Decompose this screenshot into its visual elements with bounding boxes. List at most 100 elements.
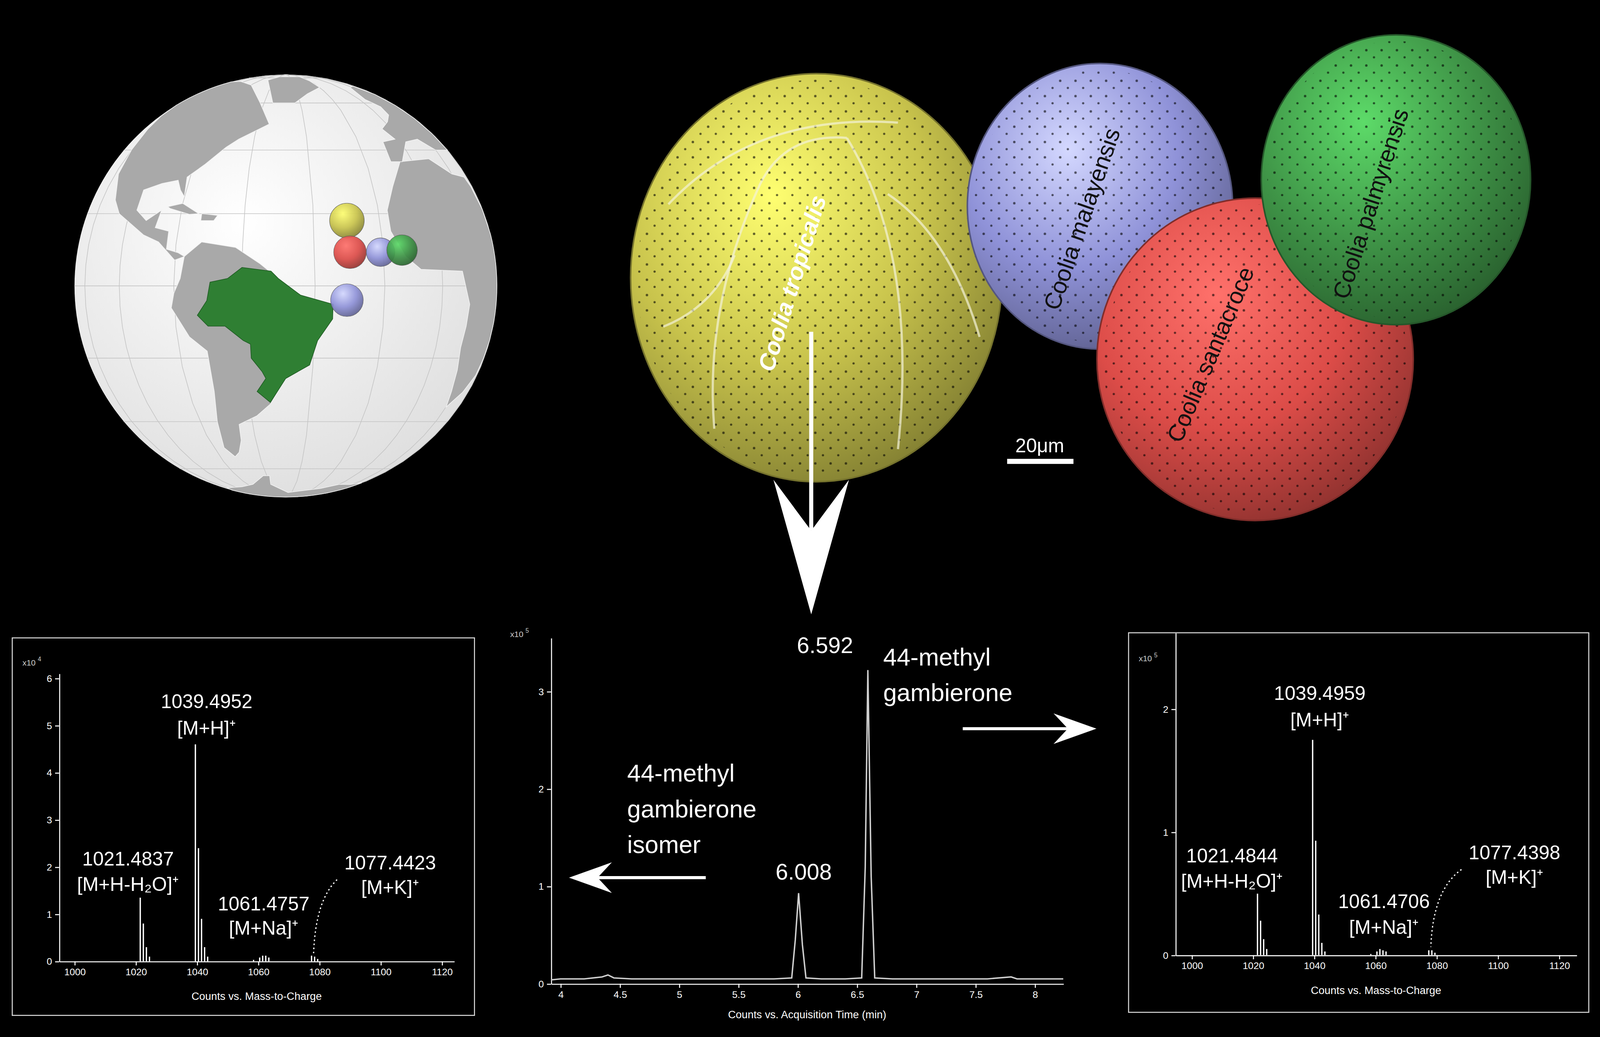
tick-mark xyxy=(1171,708,1176,711)
axis: 0123456 xyxy=(46,673,60,968)
x-axis-title: Counts vs. Mass-to-Charge xyxy=(191,990,322,1003)
peak xyxy=(1385,951,1387,956)
tick-label: 5 xyxy=(676,989,683,1000)
land xyxy=(171,241,334,457)
annotation-ion: [M+H]⁺ xyxy=(177,717,237,740)
brazil xyxy=(197,267,333,403)
tick-label: 1060 xyxy=(1365,960,1387,972)
tick-label: 1080 xyxy=(308,966,331,978)
tick-mark xyxy=(55,772,59,774)
tick-mark xyxy=(738,983,740,988)
tick-mark xyxy=(55,914,59,916)
tick-label: 6.5 xyxy=(850,989,865,1000)
tick: 6 xyxy=(46,673,59,684)
y-scale-exponent: 5 xyxy=(525,627,529,634)
tick: 4 xyxy=(46,767,59,779)
tick-mark xyxy=(1171,955,1176,957)
tick-label: 6 xyxy=(795,989,801,1000)
y-scale-exponent: 4 xyxy=(37,655,42,663)
arrow xyxy=(962,713,1097,744)
arrow-head xyxy=(569,862,613,893)
suture xyxy=(712,137,848,429)
tick-mark xyxy=(1253,955,1255,960)
cell: Coolia palmyrensis xyxy=(1261,34,1531,325)
chart: 44.555.566.577.580123x105Counts vs. Acqu… xyxy=(510,627,1064,1021)
scale-bar-label: 20μm xyxy=(1015,434,1065,457)
leader xyxy=(313,879,338,954)
peak xyxy=(262,955,264,962)
peak-label: 6.008 xyxy=(775,859,833,885)
annotation-ion: [M+Na]⁺ xyxy=(228,917,299,940)
tick-label: 1100 xyxy=(1487,960,1509,972)
axis: 1000102010401060108011001120 xyxy=(59,961,455,978)
location-marker xyxy=(330,283,364,317)
peak xyxy=(1257,893,1259,956)
tick: 0 xyxy=(538,978,552,990)
compound-label: 44-methylgambieroneisomer xyxy=(627,759,757,859)
tick-label: 4 xyxy=(558,989,564,1000)
tick: 1040 xyxy=(186,961,209,978)
tick-mark xyxy=(441,961,443,966)
y-scale-label: x10 xyxy=(1138,653,1152,663)
graticule xyxy=(74,74,497,497)
tick: 1100 xyxy=(370,961,392,978)
tick-label: 1000 xyxy=(64,966,86,978)
tick-label: 0 xyxy=(538,978,545,990)
peak xyxy=(200,919,202,962)
tick: 1080 xyxy=(308,961,331,978)
tick-label: 1000 xyxy=(1181,960,1204,972)
peak xyxy=(207,956,209,962)
compound-label: 44-methylgambierone xyxy=(883,643,1013,707)
tick-label: 1060 xyxy=(248,966,270,978)
annotation-ion: [M+K]⁺ xyxy=(361,876,420,899)
tick-label: 3 xyxy=(46,814,52,826)
axis-line xyxy=(1175,633,1177,956)
peak xyxy=(265,955,267,962)
frame xyxy=(12,637,475,1016)
tick-mark xyxy=(1314,955,1316,960)
tick: 1080 xyxy=(1426,955,1449,972)
axis: 012 xyxy=(1162,633,1176,961)
y-scale-label: x10 xyxy=(510,629,524,639)
frame xyxy=(1128,632,1589,1013)
compound-label-line: isomer xyxy=(627,830,701,859)
peak xyxy=(194,744,197,962)
suture xyxy=(668,121,899,205)
tick-mark xyxy=(55,867,59,869)
cell-label: Coolia tropicalis xyxy=(753,192,832,375)
tick-label: 7.5 xyxy=(969,989,983,1000)
tick: 4.5 xyxy=(613,983,627,1000)
y-scale-label: x10 xyxy=(22,658,36,668)
peak xyxy=(267,957,270,962)
tick-label: 1 xyxy=(1162,827,1169,838)
tick: 3 xyxy=(538,686,552,698)
peak xyxy=(142,923,144,962)
leader xyxy=(1430,869,1462,948)
tick: 1000 xyxy=(1181,955,1204,972)
arrow-shaft xyxy=(962,727,1068,731)
tick: 1 xyxy=(1162,827,1176,838)
annotation-ion: [M+K]⁺ xyxy=(1485,866,1544,889)
tick: 1120 xyxy=(432,961,453,978)
cell: Coolia tropicalis xyxy=(630,73,1002,483)
tick-label: 1040 xyxy=(186,966,209,978)
globe xyxy=(74,74,497,497)
tick-mark xyxy=(380,961,382,966)
tick: 0 xyxy=(46,956,59,967)
tick-label: 1 xyxy=(46,909,52,920)
arrow-head xyxy=(773,479,849,615)
tick-mark xyxy=(1191,955,1193,960)
tick-mark xyxy=(55,678,59,680)
x-axis-title: Counts vs. Mass-to-Charge xyxy=(1310,984,1442,997)
peak xyxy=(1370,953,1372,956)
tick-mark xyxy=(74,961,76,966)
tick: 7 xyxy=(914,983,920,1000)
tick-label: 6 xyxy=(46,673,52,684)
tick-mark xyxy=(319,961,321,966)
compound-label-line: gambierone xyxy=(627,795,757,823)
axis: 44.555.566.577.58 xyxy=(551,983,1064,1000)
peak xyxy=(1259,920,1261,956)
cell-label: Coolia malayensis xyxy=(1038,124,1126,314)
tick-label: 1120 xyxy=(432,966,453,978)
land xyxy=(387,158,497,408)
